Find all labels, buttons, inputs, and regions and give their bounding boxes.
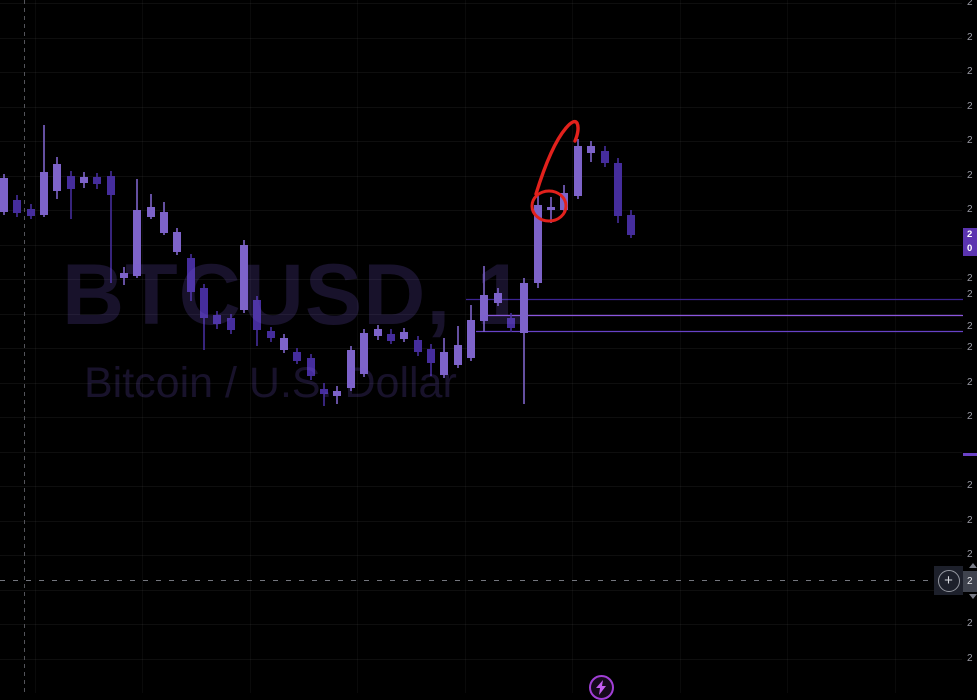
annotation-arrow[interactable] bbox=[534, 119, 580, 196]
current-price-label: 2 0 bbox=[963, 228, 977, 256]
price-tick-label: 2 bbox=[967, 289, 973, 300]
candle bbox=[40, 125, 48, 217]
candle bbox=[400, 328, 408, 342]
candle bbox=[53, 157, 61, 199]
candle bbox=[614, 158, 622, 223]
price-tick-label: 2 bbox=[967, 377, 973, 388]
candle bbox=[601, 146, 609, 167]
price-marker-dash bbox=[963, 453, 977, 456]
candle bbox=[574, 139, 582, 199]
candle bbox=[454, 326, 462, 368]
bar-countdown: 0 bbox=[967, 242, 973, 254]
candle bbox=[280, 334, 288, 353]
candle bbox=[67, 171, 75, 219]
candle bbox=[480, 266, 488, 332]
price-scale-plus-panel: + bbox=[934, 566, 963, 595]
quick-trade-button[interactable] bbox=[589, 675, 614, 700]
candle bbox=[520, 278, 528, 404]
candle bbox=[93, 173, 101, 189]
scale-arrow-up-icon bbox=[969, 563, 977, 568]
lightning-icon bbox=[596, 680, 606, 695]
hovered-price-value: 2 bbox=[967, 576, 973, 587]
candle bbox=[120, 267, 128, 285]
candle bbox=[0, 174, 8, 215]
price-tick-label: 2 bbox=[967, 0, 973, 8]
candle bbox=[320, 383, 328, 406]
candle bbox=[240, 240, 248, 313]
candle bbox=[160, 202, 168, 235]
price-axis[interactable]: 2 0 2 2 2 2 2 2 2 2 2 2 2 2 2 2 2 2 2 2 2 bbox=[963, 0, 977, 693]
candle bbox=[494, 288, 502, 306]
candle bbox=[587, 141, 595, 162]
plus-icon: + bbox=[944, 572, 953, 589]
price-tick-label: 2 bbox=[967, 273, 973, 284]
candle bbox=[173, 228, 181, 255]
current-price-value: 2 bbox=[967, 229, 973, 240]
candle bbox=[200, 284, 208, 350]
candle bbox=[307, 354, 315, 380]
candle bbox=[440, 338, 448, 378]
price-tick-label: 2 bbox=[967, 480, 973, 491]
candle bbox=[333, 386, 341, 404]
candle bbox=[347, 346, 355, 391]
add-alert-button[interactable]: + bbox=[937, 569, 960, 592]
price-tick-label: 2 bbox=[967, 411, 973, 422]
candle bbox=[147, 194, 155, 219]
candle bbox=[507, 313, 515, 332]
candle bbox=[374, 325, 382, 340]
candle bbox=[387, 329, 395, 344]
candle bbox=[467, 305, 475, 361]
scale-arrow-down-icon bbox=[969, 594, 977, 599]
candle bbox=[80, 172, 88, 188]
hovered-price-label: 2 bbox=[963, 571, 977, 592]
candle bbox=[213, 311, 221, 329]
price-tick-label: 2 bbox=[967, 66, 973, 77]
candle bbox=[293, 348, 301, 364]
candle bbox=[13, 195, 21, 217]
candle bbox=[360, 329, 368, 377]
price-tick-label: 2 bbox=[967, 618, 973, 629]
trend-annotation[interactable] bbox=[530, 119, 580, 223]
candle bbox=[253, 296, 261, 346]
candle bbox=[227, 314, 235, 334]
candle bbox=[534, 196, 542, 288]
price-tick-label: 2 bbox=[967, 342, 973, 353]
candle bbox=[547, 197, 555, 223]
candle bbox=[267, 327, 275, 342]
price-tick-label: 2 bbox=[967, 170, 973, 181]
price-tick-label: 2 bbox=[967, 101, 973, 112]
candle bbox=[187, 254, 195, 301]
candle bbox=[27, 204, 35, 219]
price-tick-label: 2 bbox=[967, 515, 973, 526]
price-tick-label: 2 bbox=[967, 135, 973, 146]
candle bbox=[627, 210, 635, 238]
price-tick-label: 2 bbox=[967, 204, 973, 215]
price-tick-label: 2 bbox=[967, 549, 973, 560]
annotation-circle[interactable] bbox=[530, 189, 568, 223]
price-tick-label: 2 bbox=[967, 32, 973, 43]
candle bbox=[427, 344, 435, 376]
price-tick-label: 2 bbox=[967, 321, 973, 332]
candle bbox=[107, 171, 115, 283]
candle bbox=[414, 336, 422, 356]
candle bbox=[133, 179, 141, 278]
price-tick-label: 2 bbox=[967, 653, 973, 664]
